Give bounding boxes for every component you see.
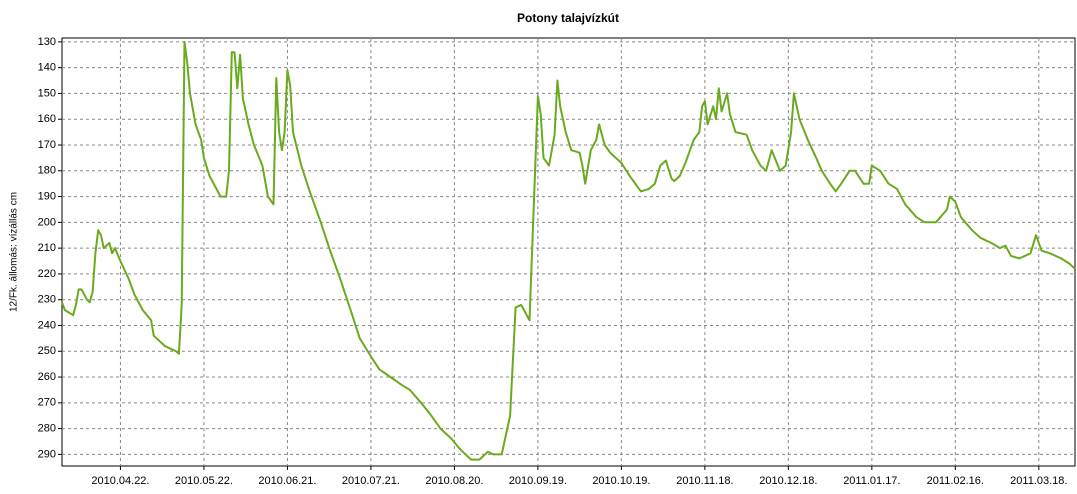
x-tick-label: 2010.12.18. <box>759 475 817 487</box>
x-tick-label: 2011.01.17. <box>843 475 900 487</box>
y-tick-label: 190 <box>38 190 56 202</box>
y-tick-label: 280 <box>38 423 56 435</box>
y-tick-label: 260 <box>38 371 56 383</box>
y-tick-label: 240 <box>38 319 56 331</box>
y-tick-label: 180 <box>38 165 56 177</box>
y-tick-label: 170 <box>38 139 56 151</box>
y-tick-label: 160 <box>38 113 56 125</box>
y-tick-label: 130 <box>38 36 56 48</box>
y-tick-label: 270 <box>38 397 56 409</box>
y-tick-label: 250 <box>38 345 56 357</box>
y-tick-label: 150 <box>38 87 56 99</box>
plot-frame <box>61 37 1076 467</box>
y-axis-label: 12/Fk. állomás: vízállás cm <box>9 192 20 312</box>
x-tick-label: 2010.10.19. <box>592 475 650 487</box>
x-tick-label: 2011.02.16. <box>927 475 984 487</box>
x-tick-label: 2010.07.21. <box>342 475 400 487</box>
x-tick-label: 2010.05.22. <box>175 475 233 487</box>
x-tick-label: 2010.06.21. <box>258 475 316 487</box>
x-tick-label: 2010.11.18. <box>676 475 733 487</box>
x-tick-label: 2011.03.18. <box>1010 475 1067 487</box>
x-tick-label: 2010.09.19. <box>509 475 567 487</box>
y-tick-label: 200 <box>38 216 56 228</box>
chart-title: Potony talajvízkút <box>517 11 619 25</box>
y-tick-label: 290 <box>38 448 56 460</box>
y-tick-label: 210 <box>38 242 56 254</box>
x-tick-label: 2010.04.22. <box>91 475 149 487</box>
y-tick-label: 220 <box>38 268 56 280</box>
y-tick-label: 140 <box>38 62 56 74</box>
y-tick-label: 230 <box>38 294 56 306</box>
x-tick-label: 2010.08.20. <box>425 475 483 487</box>
data-line <box>61 40 1076 461</box>
